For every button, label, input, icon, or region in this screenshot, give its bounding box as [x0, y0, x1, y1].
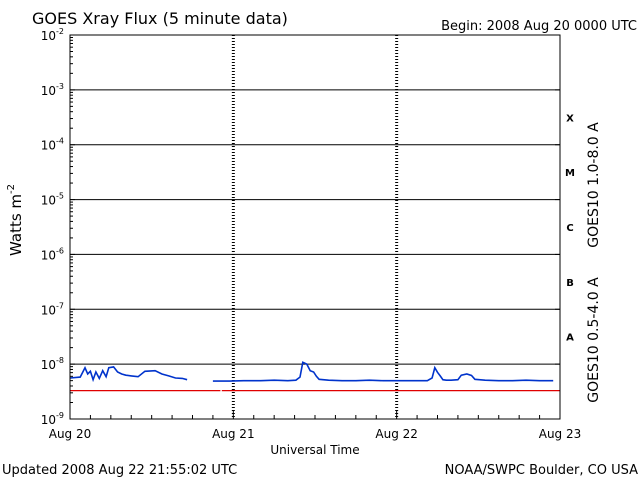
legend-series-long: GOES10 1.0-8.0 A [586, 122, 602, 248]
y-tick-base: 10 [41, 358, 56, 372]
y-tick-base: 10 [41, 413, 56, 427]
y-tick-label-1: 10-3 [41, 82, 64, 98]
y-tick-base: 10 [41, 139, 56, 153]
series-layer [69, 361, 560, 392]
y-tick-base: 10 [41, 303, 56, 317]
y-tick-exponent: -6 [56, 246, 64, 255]
plot-frame [69, 34, 561, 420]
y-axis-label-text: Watts m [7, 194, 25, 256]
x-axis-label: Universal Time [270, 443, 359, 457]
source-credit: NOAA/SWPC Boulder, CO USA [445, 463, 638, 478]
y-tick-exponent: -9 [56, 411, 64, 420]
x-tick-labels: Aug 20 Aug 21 Aug 22 Aug 23 [49, 427, 582, 441]
y-tick-labels: 10-210-310-410-510-610-710-810-9 [41, 27, 64, 427]
y-tick-label-4: 10-6 [41, 246, 64, 262]
y-axis-label: Watts m-2 [6, 184, 25, 256]
flare-class-labels: X M C B A [565, 113, 575, 343]
y-tick-exponent: -5 [56, 192, 64, 201]
y-tick-base: 10 [41, 194, 56, 208]
y-tick-exponent: -2 [56, 27, 64, 36]
flare-class-a: A [566, 333, 574, 344]
y-tick-label-3: 10-5 [41, 192, 64, 208]
flare-class-x: X [566, 113, 574, 124]
flare-class-b: B [566, 278, 574, 289]
day-divider-layer [69, 35, 561, 419]
x-tick-label-0: Aug 20 [49, 427, 92, 441]
flare-class-c: C [566, 223, 573, 234]
begin-label: Begin: 2008 Aug 20 0000 UTC [441, 19, 637, 34]
y-tick-label-2: 10-4 [41, 137, 64, 153]
y-tick-base: 10 [41, 29, 56, 43]
x-tick-label-3: Aug 23 [539, 427, 582, 441]
y-tick-exponent: -4 [56, 137, 64, 146]
y-tick-base: 10 [41, 84, 56, 98]
updated-timestamp: Updated 2008 Aug 22 21:55:02 UTC [2, 463, 237, 478]
flare-class-m: M [565, 168, 575, 179]
x-tick-label-2: Aug 22 [375, 427, 418, 441]
chart-title: GOES Xray Flux (5 minute data) [32, 9, 288, 28]
legend-series-short: GOES10 0.5-4.0 A [586, 277, 602, 403]
y-tick-label-7: 10-9 [41, 411, 64, 427]
y-tick-exponent: -7 [56, 301, 64, 310]
series-1-line-1 [212, 361, 554, 382]
y-tick-exponent: -8 [56, 356, 64, 365]
y-tick-label-6: 10-8 [41, 356, 64, 372]
y-tick-base: 10 [41, 248, 56, 262]
y-axis-label-exponent: -2 [6, 184, 17, 194]
y-tick-exponent: -3 [56, 82, 64, 91]
y-tick-label-0: 10-2 [41, 27, 64, 43]
x-tick-label-1: Aug 21 [212, 427, 255, 441]
y-tick-label-5: 10-7 [41, 301, 64, 317]
grid-layer [70, 34, 560, 420]
series-1-line-0 [69, 365, 188, 383]
